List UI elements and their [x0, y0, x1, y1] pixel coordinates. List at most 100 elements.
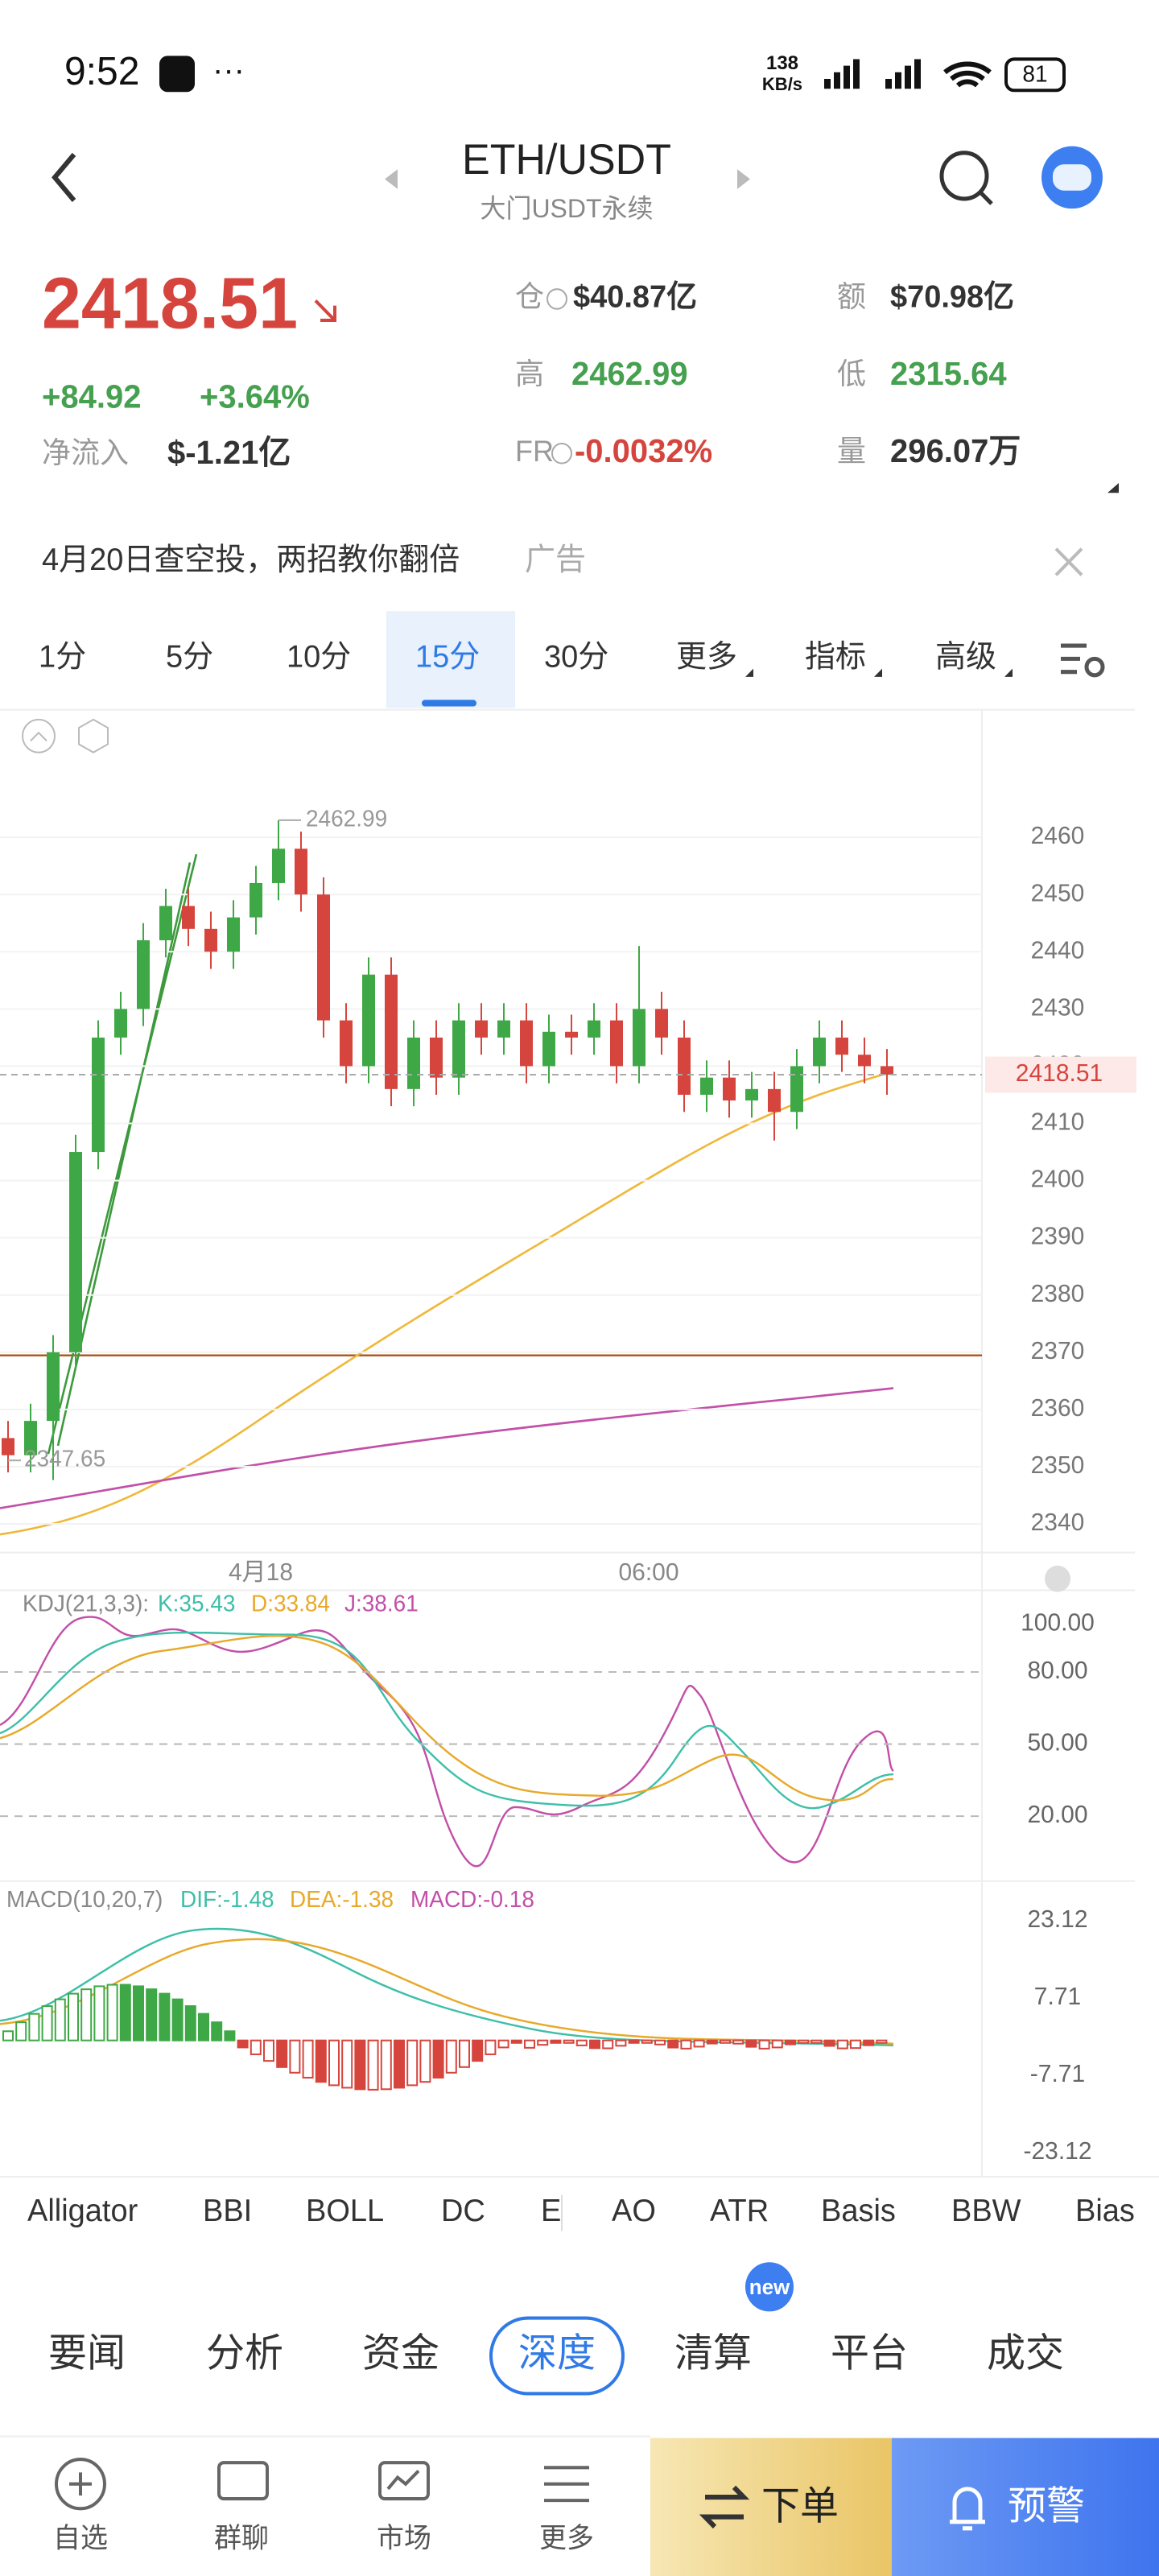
pair-subtitle: 大门USDT永续: [480, 194, 653, 223]
candle-body: [858, 1055, 871, 1067]
macd-bar: [419, 2039, 431, 2083]
battery-level: 81: [1022, 60, 1047, 86]
macd-bar: [732, 2039, 744, 2045]
info-icon[interactable]: [547, 288, 567, 310]
macd-bar: [602, 2039, 614, 2050]
macd-bar: [628, 2039, 640, 2044]
macd-bar: [211, 2021, 223, 2041]
stat-label: 低: [837, 357, 866, 390]
macd-dea: DEA:-1.38: [290, 1886, 394, 1912]
candle-body: [881, 1066, 893, 1075]
timeframe[interactable]: 15分: [415, 639, 480, 674]
timeframe[interactable]: 10分: [287, 639, 351, 674]
indicator[interactable]: ATR: [710, 2194, 769, 2228]
indicator[interactable]: DC: [441, 2194, 485, 2228]
nav-icon: [386, 2469, 420, 2491]
last-price: 2418.51: [42, 263, 298, 344]
nav-item[interactable]: 市场: [377, 2523, 431, 2553]
macd-bar: [680, 2039, 692, 2050]
nav-icon: [55, 2458, 106, 2511]
nav-bar: 自选 群聊 市场 更多: [53, 2523, 594, 2553]
tab[interactable]: 深度: [518, 2331, 596, 2376]
order-icon: [699, 2485, 750, 2529]
back-button[interactable]: [52, 152, 76, 202]
tab[interactable]: 平台: [831, 2331, 908, 2376]
stat-label: 量: [837, 435, 866, 468]
indicator[interactable]: AO: [612, 2194, 656, 2228]
candle-body: [69, 1152, 82, 1352]
timeframe[interactable]: 30分: [544, 639, 608, 674]
order-button[interactable]: [650, 2438, 892, 2576]
macd-bar: [876, 2039, 888, 2044]
candle-body: [137, 940, 150, 1009]
macd-bar: [667, 2039, 679, 2049]
tab[interactable]: 要闻: [48, 2331, 126, 2376]
timeframe[interactable]: 1分: [39, 639, 86, 674]
indicator[interactable]: BOLL: [306, 2194, 384, 2228]
x-label: 06:00: [618, 1559, 678, 1586]
candle-body: [2, 1438, 14, 1455]
macd-bar: [485, 2039, 497, 2055]
stat-value: $70.98亿: [890, 279, 1014, 314]
macd-bar: [41, 2005, 53, 2041]
y-tick-label: 50.00: [1027, 1729, 1087, 1756]
timeframe-underline: [422, 700, 476, 707]
nav-item[interactable]: 更多: [539, 2523, 594, 2553]
macd-bar: [537, 2039, 549, 2046]
collapse-arrow: [30, 731, 47, 742]
candle-body: [317, 894, 330, 1021]
y-tick-label: 2410: [1031, 1108, 1085, 1135]
ad-text[interactable]: 4月20日查空投，两招教你翻倍: [42, 543, 460, 577]
stat-label: 高: [515, 357, 544, 390]
timeframe[interactable]: 指标: [805, 639, 866, 674]
info-icon[interactable]: [551, 443, 572, 464]
candle-body: [588, 1020, 600, 1038]
timeframe[interactable]: 更多: [676, 639, 737, 674]
tab[interactable]: 清算: [674, 2331, 752, 2376]
net-speed: 138: [766, 52, 798, 74]
indicator[interactable]: E: [541, 2194, 561, 2228]
candle-body: [250, 882, 262, 918]
settings[interactable]: [78, 718, 109, 753]
timeframe[interactable]: 高级: [935, 639, 996, 674]
reset-icon[interactable]: [1045, 1565, 1070, 1592]
indicator[interactable]: Basis: [821, 2194, 896, 2228]
indicator[interactable]: Bias: [1075, 2194, 1135, 2228]
macd-bar: [550, 2039, 562, 2044]
stat-value: 2462.99: [571, 355, 688, 392]
nav-item[interactable]: 群聊: [214, 2523, 269, 2553]
timeframe[interactable]: 5分: [166, 639, 213, 674]
indicator[interactable]: Alligator: [27, 2194, 138, 2228]
alert-button[interactable]: [892, 2438, 1159, 2576]
macd-bar: [315, 2039, 327, 2083]
next-pair[interactable]: [737, 169, 750, 189]
badge: [745, 2262, 794, 2312]
collapse[interactable]: [22, 718, 56, 753]
tab[interactable]: 分析: [206, 2331, 283, 2376]
last-price-tag: [985, 1056, 1136, 1093]
chart-settings[interactable]: [1061, 643, 1087, 675]
search[interactable]: [939, 151, 989, 201]
indicator[interactable]: BBI: [203, 2194, 252, 2228]
nav-icon: [217, 2461, 269, 2501]
macd-bar: [341, 2039, 353, 2089]
macd-bar: [720, 2039, 731, 2044]
tab[interactable]: 成交: [987, 2331, 1064, 2376]
candle-body: [835, 1037, 848, 1055]
indicator[interactable]: BBW: [951, 2194, 1021, 2228]
nav-item[interactable]: 自选: [53, 2523, 108, 2553]
candle-body: [159, 906, 172, 941]
prev-pair[interactable]: [385, 169, 398, 189]
expand[interactable]: [1107, 483, 1119, 493]
macd-bar: [394, 2039, 405, 2089]
y-tick-label: 20.00: [1027, 1802, 1087, 1828]
close-ad[interactable]: [1054, 547, 1083, 576]
macd-bar: [328, 2039, 340, 2087]
more-dots: ···: [212, 51, 245, 88]
tab-bar: 要闻 分析 资金 深度 清算 平台 成交: [48, 2331, 1064, 2376]
order-label: 下单: [761, 2484, 839, 2529]
candle-body: [813, 1037, 826, 1067]
tab[interactable]: 资金: [362, 2331, 439, 2376]
candle-body: [700, 1077, 713, 1095]
